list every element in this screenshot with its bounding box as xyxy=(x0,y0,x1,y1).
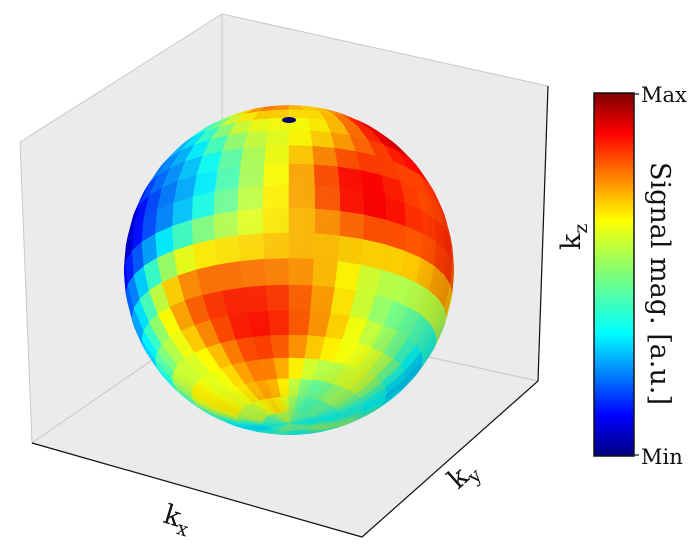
sphere-shading xyxy=(124,105,454,435)
colorbar-title: Signal mag. [a.u.] xyxy=(644,162,675,405)
z-axis-title: kz xyxy=(556,224,592,250)
z-axis-title-sub: z xyxy=(570,224,592,234)
z-axis-line xyxy=(537,85,549,382)
z-axis-title-base: k xyxy=(556,233,587,250)
x-axis-title: kx xyxy=(158,499,195,541)
colorbar-min-label: Min xyxy=(641,445,683,469)
colorbar: Max Min Signal mag. [a.u.] xyxy=(593,83,687,469)
y-axis-line xyxy=(361,380,539,538)
x-axis-line xyxy=(31,442,363,538)
pole-marker xyxy=(282,117,296,123)
colorbar-max-label: Max xyxy=(641,83,687,107)
sphere-surface xyxy=(124,105,454,435)
colorbar-ramp xyxy=(593,92,635,457)
